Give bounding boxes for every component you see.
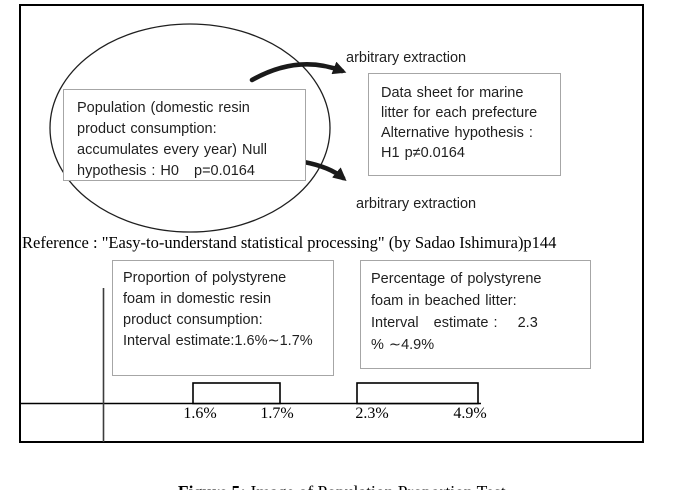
caption-prefix: Figure 5:: [178, 482, 246, 490]
interval-rect-beached: [356, 382, 479, 405]
datasheet-box-line: litter for each prefecture: [381, 105, 538, 121]
datasheet-box-line: Alternative hypothesis :: [381, 125, 533, 141]
figure-caption: Figure 5: Image of Population Proportion…: [0, 461, 666, 490]
datasheet-box: Data sheet for marine litter for each pr…: [368, 73, 561, 176]
datasheet-box-line: Data sheet for marine: [381, 85, 524, 101]
percentage-box: Percentage of polystyrene foam in beache…: [360, 260, 591, 369]
arbitrary-extraction-label-bottom: arbitrary extraction: [356, 196, 477, 212]
percentage-box-line: Interval estimate : 2.3: [371, 315, 538, 331]
axis-label-2-3: 2.3%: [355, 405, 389, 422]
proportion-box-line: foam in domestic resin: [123, 291, 272, 307]
population-ellipse: [49, 23, 331, 233]
population-box-line: product consumption:: [77, 121, 217, 137]
population-box: Population (domestic resin product consu…: [63, 89, 306, 181]
population-box-line: Population (domestic resin: [77, 100, 250, 116]
population-box-line: accumulates every year) Null: [77, 142, 267, 158]
reference-text: Reference : "Easy-to-understand statisti…: [22, 233, 557, 252]
population-box-line: hypothesis : H0 p=0.0164: [77, 163, 255, 179]
interval-rect-domestic: [192, 382, 281, 405]
proportion-box-line: Proportion of polystyrene: [123, 270, 287, 286]
percentage-box-line: % ∼4.9%: [371, 337, 435, 353]
proportion-box-line: product consumption:: [123, 312, 263, 328]
datasheet-box-line: H1 p≠0.0164: [381, 145, 465, 161]
percentage-box-line: Percentage of polystyrene: [371, 271, 542, 287]
axis-label-4-9: 4.9%: [453, 405, 487, 422]
arbitrary-extraction-label-top: arbitrary extraction: [346, 50, 467, 66]
axis-label-1-7: 1.7%: [260, 405, 294, 422]
extraction-arrow-bottom: [301, 159, 347, 182]
percentage-box-line: foam in beached litter:: [371, 293, 517, 309]
axis-label-1-6: 1.6%: [183, 405, 217, 422]
extraction-arrow-top: [249, 61, 347, 83]
figure-frame: [19, 4, 644, 443]
proportion-box: Proportion of polystyrene foam in domest…: [112, 260, 334, 376]
caption-text: Image of Population Proportion Test: [246, 482, 506, 490]
proportion-box-line: Interval estimate:1.6%∼1.7%: [123, 333, 313, 349]
